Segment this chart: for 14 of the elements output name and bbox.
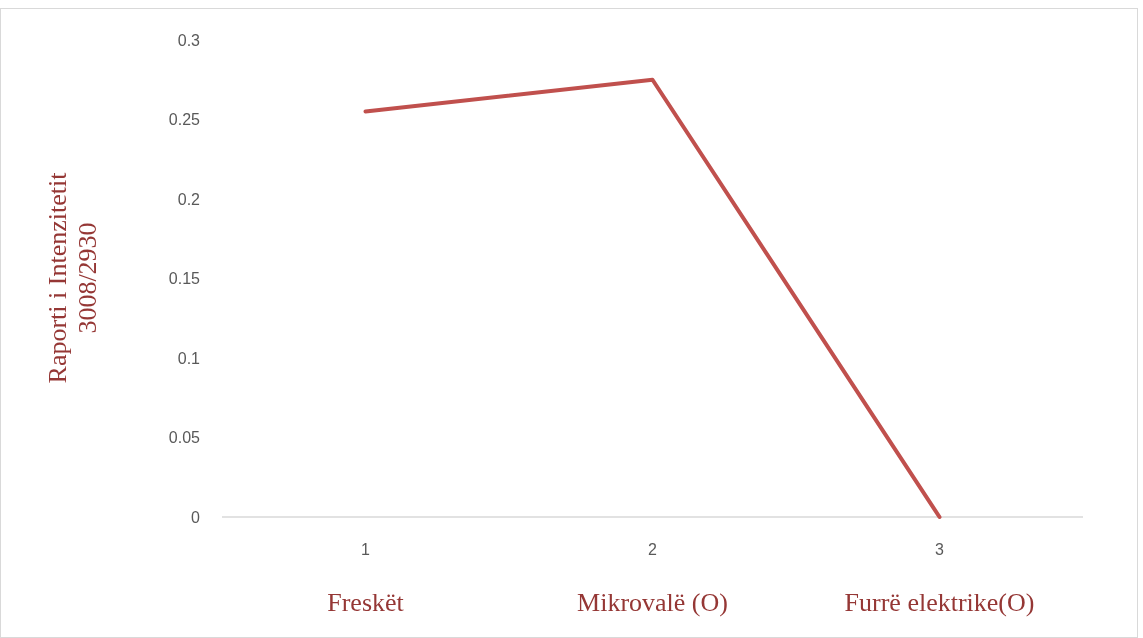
x-tick-label: 1	[361, 541, 371, 558]
text: Freskët	[327, 588, 405, 617]
text: Mikrovalë (O)	[577, 588, 728, 617]
y-tick-label: 0.25	[168, 111, 201, 129]
y-tick-label: 0.1	[177, 349, 201, 367]
y-axis-title: Raporti i Intenzitetit 3008/2930	[43, 171, 102, 384]
y-tick-label: 0.2	[177, 190, 201, 208]
text: Furrë elektrike(O)	[844, 588, 1035, 617]
y-tick-label: 0	[191, 508, 201, 526]
x-tick-label: 3	[935, 541, 945, 558]
y-tick-label: 0.15	[168, 270, 201, 288]
y-tick-label: 0.05	[168, 429, 201, 447]
x-tick-label: 2	[648, 541, 658, 558]
y-tick-label: 0.3	[177, 31, 201, 49]
